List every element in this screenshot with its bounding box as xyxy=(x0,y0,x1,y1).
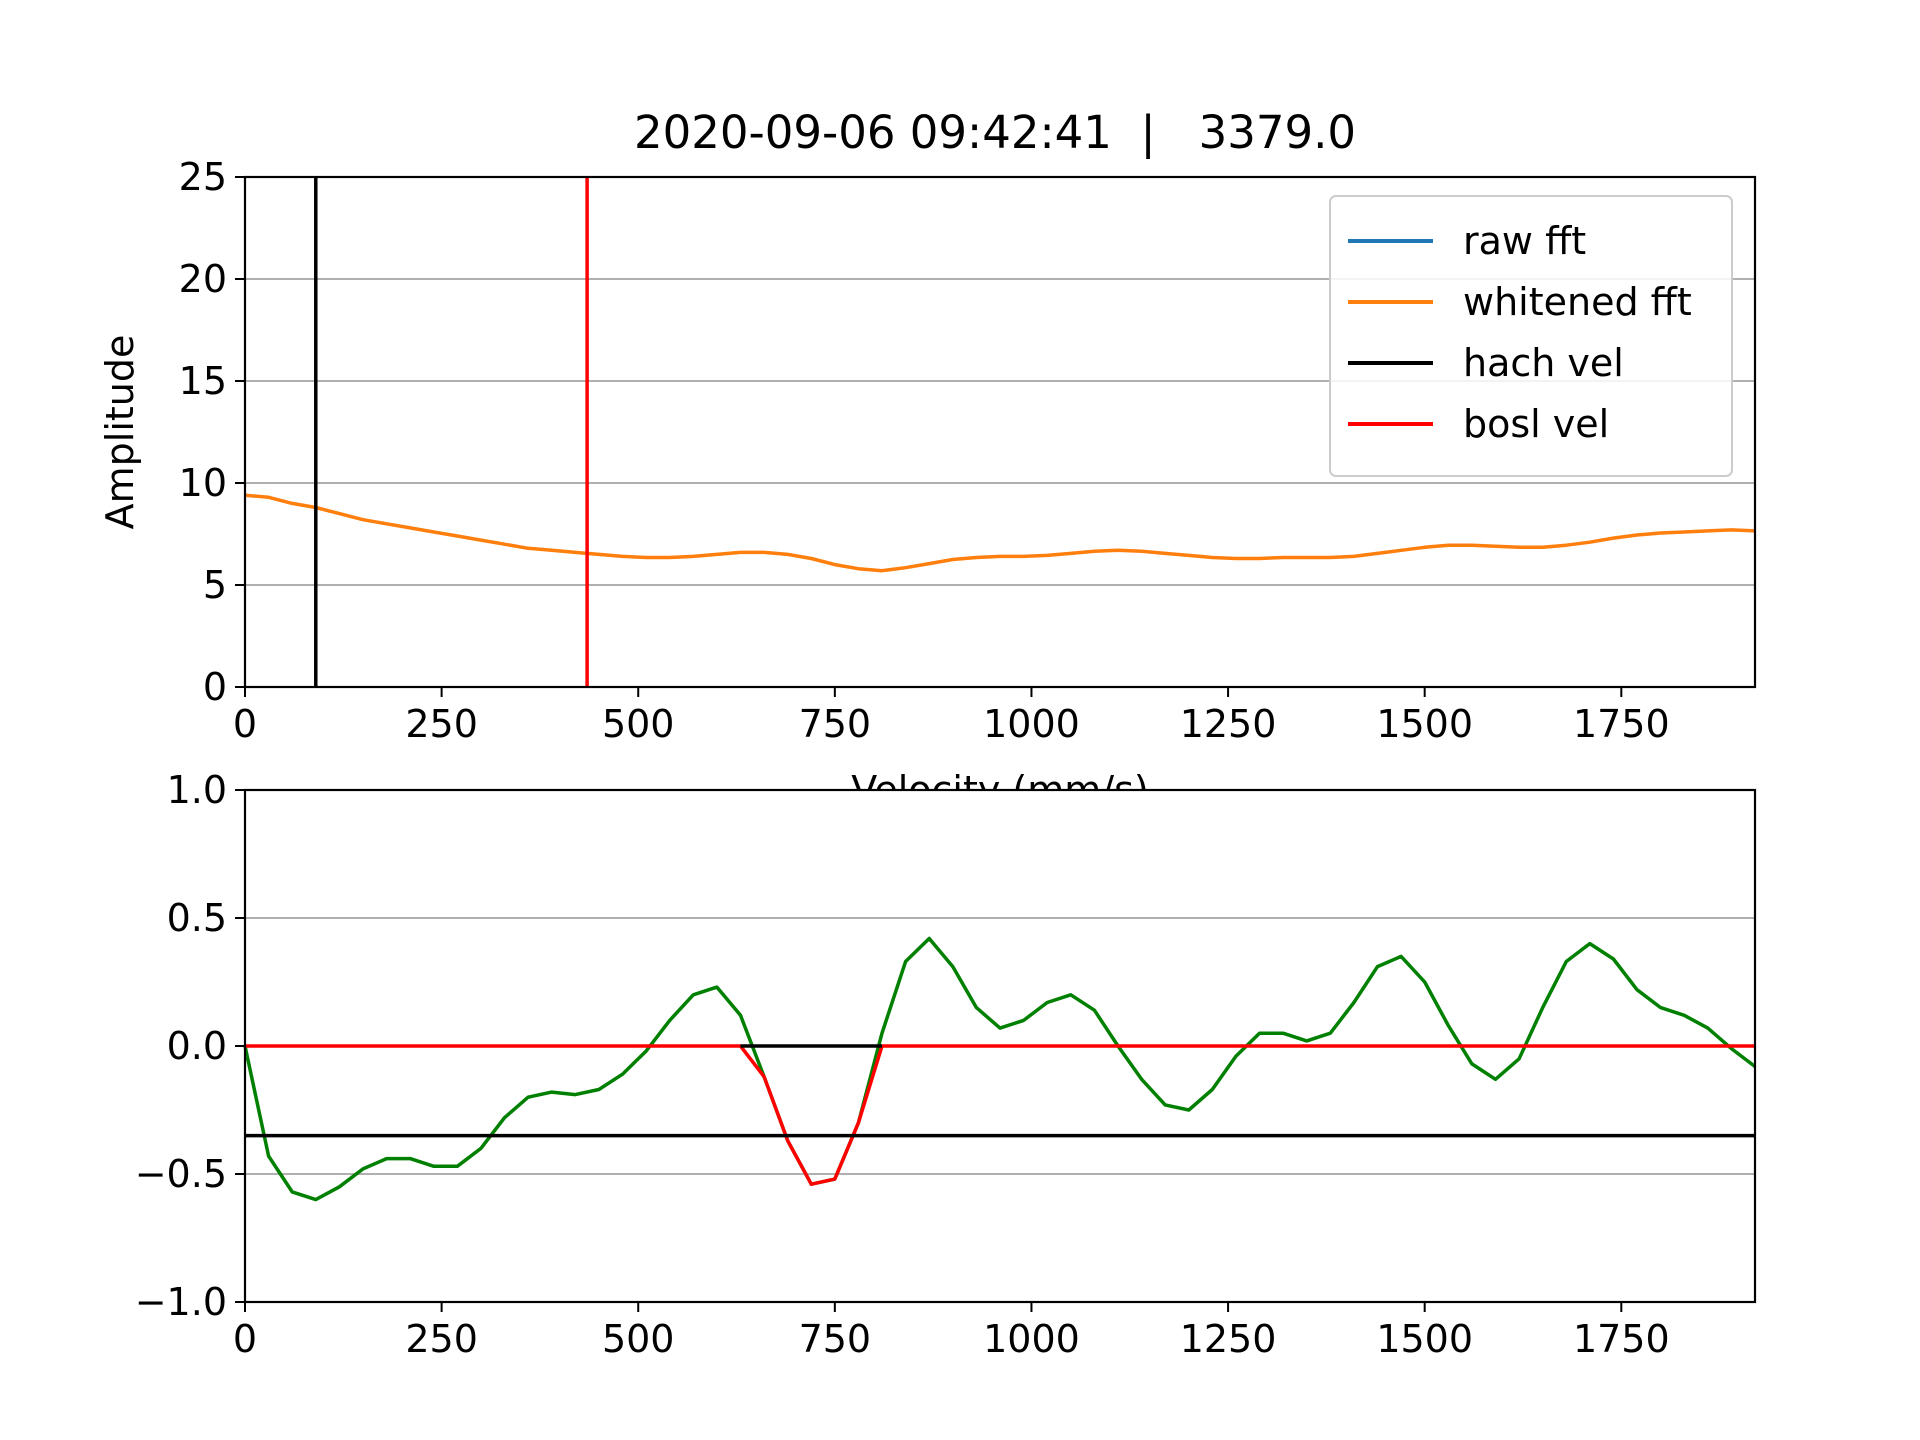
bottom-y-tick-label: 0.0 xyxy=(167,1024,227,1068)
top-x-tick-label: 500 xyxy=(602,702,675,746)
bottom-x-tick-label: 500 xyxy=(602,1317,675,1361)
top-y-tick-label: 5 xyxy=(203,563,227,607)
bottom-x-tick-label: 1250 xyxy=(1180,1317,1277,1361)
legend-item-hach-vel: hach vel xyxy=(1348,341,1624,385)
legend-label-bosl-vel: bosl vel xyxy=(1463,402,1609,446)
bottom-y-ticks: −1.0 −0.5 0.0 0.5 1.0 xyxy=(135,768,245,1324)
top-series-layer xyxy=(244,177,1756,687)
bottom-x-tick-label: 1000 xyxy=(983,1317,1080,1361)
top-x-tick-label: 1000 xyxy=(983,702,1080,746)
bottom-series-0-line xyxy=(243,936,1757,1202)
bottom-x-tick-label: 1500 xyxy=(1376,1317,1473,1361)
top-y-axis-label: Amplitude xyxy=(98,335,142,530)
legend-item-bosl-vel: bosl vel xyxy=(1348,402,1609,446)
legend-item-whitened-fft: whitened fft xyxy=(1348,280,1692,324)
bottom-x-tick-label: 250 xyxy=(405,1317,478,1361)
legend-label-raw-fft: raw fft xyxy=(1463,219,1586,263)
bottom-y-tick-label: 0.5 xyxy=(167,896,227,940)
legend-box xyxy=(1329,195,1733,477)
legend-label-whitened-fft: whitened fft xyxy=(1463,280,1692,324)
top-y-tick-label: 25 xyxy=(179,155,227,199)
top-x-tick-label: 0 xyxy=(233,702,257,746)
top-y-ticks: 0 5 10 15 20 25 xyxy=(179,155,245,709)
top-x-tick-label: 250 xyxy=(405,702,478,746)
top-y-tick-label: 20 xyxy=(179,257,227,301)
top-y-tick-label: 10 xyxy=(179,461,227,505)
bottom-series-layer xyxy=(243,936,1757,1202)
bottom-x-ticks: 0 250 500 750 1000 1250 1500 1750 xyxy=(233,1302,1670,1361)
top-y-tick-label: 0 xyxy=(203,665,227,709)
top-x-ticks: 0 250 500 750 1000 1250 1500 1750 xyxy=(233,687,1670,746)
top-x-tick-label: 750 xyxy=(799,702,872,746)
bottom-y-tick-label: 1.0 xyxy=(167,768,227,812)
top-x-tick-label: 1250 xyxy=(1180,702,1277,746)
whitened-fft-line xyxy=(244,493,1756,573)
legend-label-hach-vel: hach vel xyxy=(1463,341,1624,385)
bottom-y-tick-label: −1.0 xyxy=(135,1280,227,1324)
top-y-tick-label: 15 xyxy=(179,359,227,403)
top-x-tick-label: 1750 xyxy=(1573,702,1670,746)
bottom-x-tick-label: 0 xyxy=(233,1317,257,1361)
bottom-series-1-line xyxy=(245,1044,1755,1186)
bottom-panel: 0 250 500 750 1000 1250 1500 1750 −1.0 −0.5 0.0 0.… xyxy=(135,768,1757,1361)
bottom-x-tick-label: 1750 xyxy=(1573,1317,1670,1361)
legend-item-raw-fft: raw fft xyxy=(1348,219,1586,263)
bottom-x-tick-label: 750 xyxy=(799,1317,872,1361)
top-x-tick-label: 1500 xyxy=(1376,702,1473,746)
legend: raw fft whitened fft hach vel bosl vel xyxy=(1329,195,1733,477)
top-panel: 0 250 500 750 1000 1250 1500 1750 0 5 10 15 20 25 Am… xyxy=(98,155,1757,812)
chart-title: 2020-09-06 09:42:41 | 3379.0 xyxy=(634,106,1356,159)
top-axes-frame xyxy=(243,175,1757,689)
bottom-y-tick-label: −0.5 xyxy=(135,1152,227,1196)
